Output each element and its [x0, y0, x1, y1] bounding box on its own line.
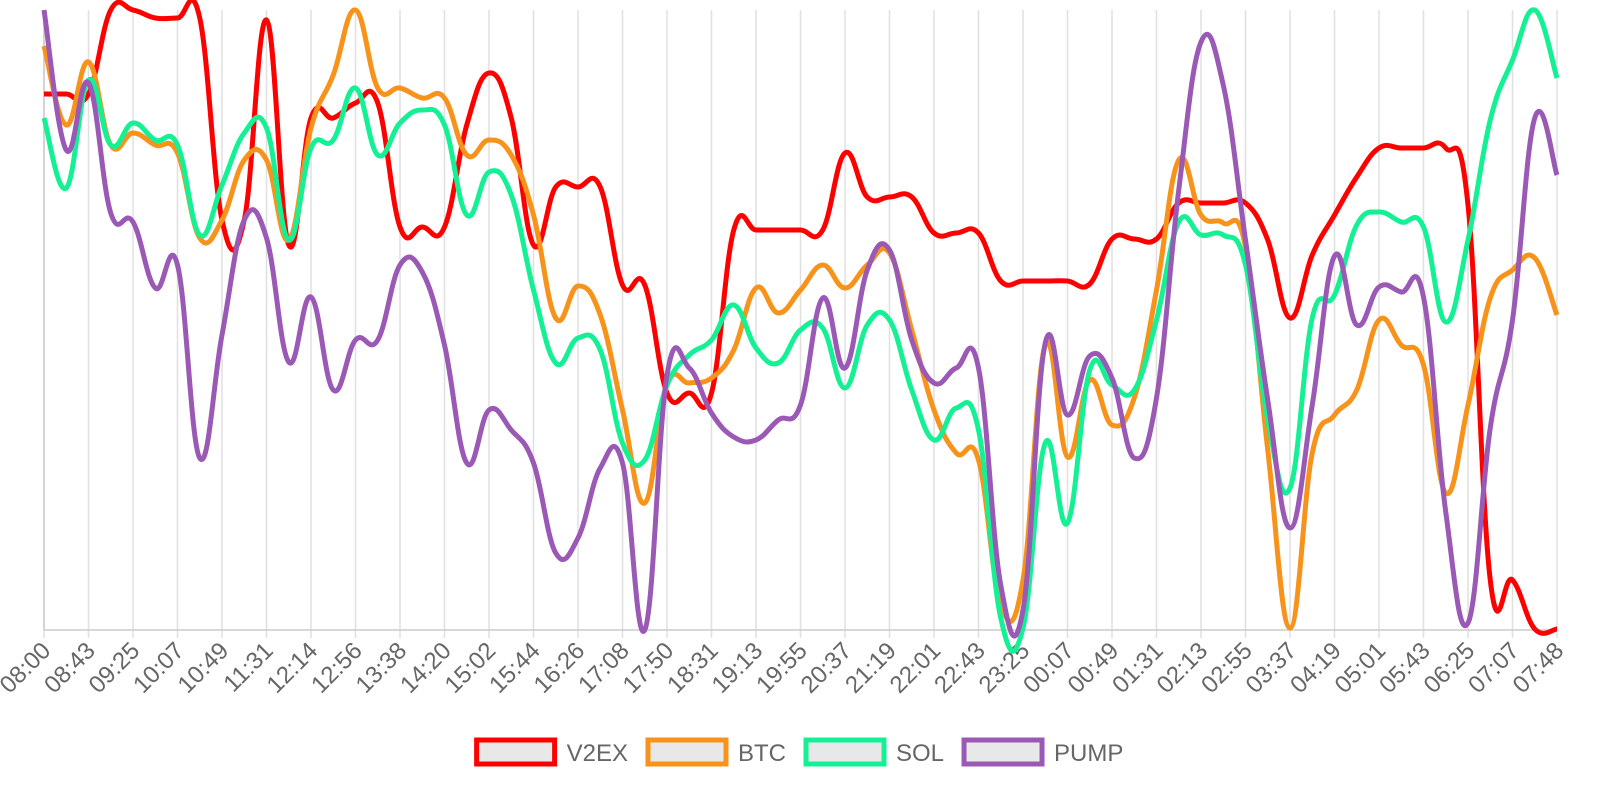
legend-swatch [645, 737, 729, 767]
x-tick-label: 12:56 [306, 637, 368, 699]
legend-swatch [961, 737, 1045, 767]
x-tick-label: 06:25 [1419, 637, 1481, 699]
x-tick-label: 12:14 [262, 637, 324, 699]
legend-label: PUMP [1054, 740, 1123, 767]
x-tick-label: 03:37 [1241, 637, 1303, 699]
x-tick-label: 00:49 [1063, 637, 1125, 699]
x-tick-label: 14:20 [395, 637, 457, 699]
legend-label: V2EX [567, 740, 628, 767]
legend: V2EX BTC SOL PUMP [474, 737, 1123, 767]
x-tick-label: 10:07 [128, 637, 190, 699]
x-tick-label: 09:25 [84, 637, 146, 699]
x-tick-label: 05:01 [1330, 637, 1392, 699]
x-tick-label: 21:19 [840, 637, 902, 699]
x-tick-label: 16:26 [529, 637, 591, 699]
legend-label: BTC [738, 740, 786, 767]
x-tick-label: 18:31 [662, 637, 724, 699]
x-tick-label: 01:31 [1107, 637, 1169, 699]
series-line [41, 9, 1560, 639]
x-tick-label: 17:50 [618, 637, 680, 699]
x-tick-label: 15:44 [484, 637, 546, 699]
x-tick-label: 10:49 [173, 637, 235, 699]
series-line [41, 7, 1560, 654]
x-tick-label: 20:37 [796, 637, 858, 699]
x-tick-label: 08:43 [39, 637, 101, 699]
x-tick-label: 19:55 [751, 637, 813, 699]
x-tick-label: 07:48 [1508, 637, 1570, 699]
series-line [44, 0, 1558, 636]
x-tick-label: 00:07 [1018, 637, 1080, 699]
legend-label: SOL [896, 740, 944, 767]
legend-swatch [474, 737, 558, 767]
x-tick-label: 22:43 [929, 637, 991, 699]
x-tick-label: 17:08 [573, 637, 635, 699]
series-line [41, 7, 1560, 631]
x-tick-label: 05:43 [1374, 637, 1436, 699]
legend-swatch [803, 737, 887, 767]
x-tick-label: 04:19 [1285, 637, 1347, 699]
x-tick-label: 19:13 [707, 637, 769, 699]
x-tick-label: 02:13 [1152, 637, 1214, 699]
x-tick-label: 02:55 [1196, 637, 1258, 699]
x-tick-label: 23:25 [974, 637, 1036, 699]
x-tick-label: 13:38 [351, 637, 413, 699]
x-tick-label: 07:07 [1463, 637, 1525, 699]
x-tick-label: 15:02 [440, 637, 502, 699]
x-tick-label: 22:01 [885, 637, 947, 699]
